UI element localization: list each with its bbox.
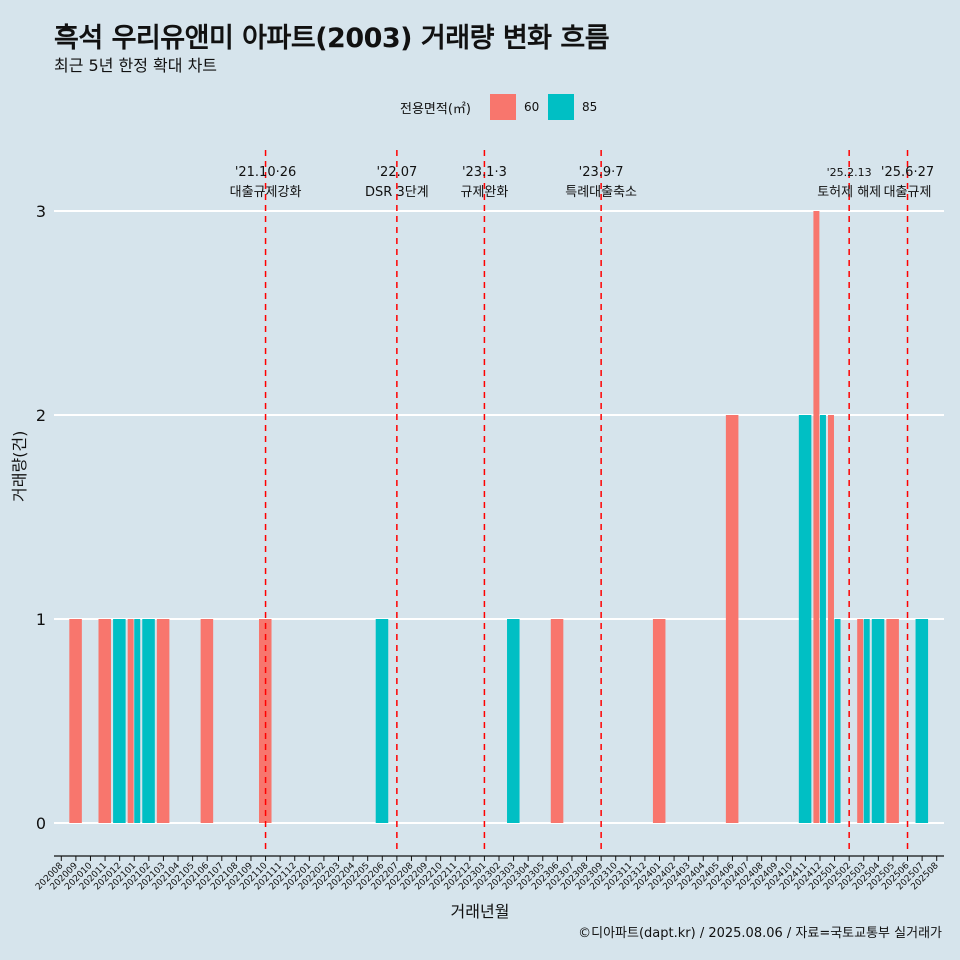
bar-60-202011 — [98, 619, 112, 823]
event-label: 규제완화 — [460, 185, 508, 200]
legend-label-60: 60 — [524, 100, 540, 114]
event-date-label: '25.6·27 — [881, 165, 934, 180]
bar-85-202507 — [915, 619, 929, 823]
bar-85-202101 — [134, 619, 141, 823]
event-label: 토허제 해제 — [817, 185, 881, 200]
bar-60-202412 — [813, 211, 820, 823]
bar-60-202505 — [886, 619, 899, 823]
bar-85-202503 — [863, 619, 870, 823]
event-date-label: '21.10·26 — [235, 165, 296, 180]
bar-60-202110 — [258, 619, 272, 823]
bar-60-202009 — [69, 619, 82, 823]
bar-85-202012 — [113, 619, 126, 823]
event-date-label: '23.9·7 — [579, 165, 624, 180]
bar-85-202206 — [375, 619, 389, 823]
bar-85-202102 — [142, 619, 155, 823]
bar-85-202303 — [507, 619, 520, 823]
bar-85-202504 — [871, 619, 885, 823]
bar-60-202406 — [725, 415, 739, 823]
y-tick-label: 3 — [36, 202, 46, 221]
bar-60-202306 — [550, 619, 564, 823]
event-date-label: '25.2.13 — [827, 166, 872, 179]
bar-60-202503 — [857, 619, 864, 823]
event-date-label: '23.1·3 — [462, 165, 507, 180]
bar-60-202401 — [652, 619, 666, 823]
bar-60-202106 — [200, 619, 214, 823]
legend-swatch-85 — [548, 94, 574, 120]
event-label: 대출규제 — [884, 185, 932, 200]
chart-subtitle: 최근 5년 한정 확대 차트 — [54, 56, 218, 75]
legend-swatch-60 — [490, 94, 516, 120]
event-label: 특례대출축소 — [565, 185, 637, 200]
y-tick-label: 1 — [36, 610, 46, 629]
event-label: DSR 3단계 — [365, 185, 429, 200]
chart-title: 흑석 우리유앤미 아파트(2003) 거래량 변화 흐름 — [54, 23, 610, 54]
bar-85-202411 — [798, 415, 812, 823]
event-label: 대출규제강화 — [230, 185, 302, 200]
source-caption: ©디아파트(dapt.kr) / 2025.08.06 / 자료=국토교통부 실… — [578, 926, 942, 941]
event-date-label: '22.07 — [376, 165, 417, 180]
bar-60-202103 — [156, 619, 170, 823]
legend: 전용면적(㎡) 60 85 — [0, 94, 960, 120]
y-axis-title: 거래량(건) — [10, 430, 29, 502]
legend-label-85: 85 — [582, 100, 598, 114]
x-axis-title: 거래년월 — [450, 902, 510, 921]
bar-85-202501 — [834, 619, 841, 823]
y-tick-label: 0 — [36, 814, 46, 833]
y-tick-label: 2 — [36, 406, 46, 425]
bar-60-202101 — [127, 619, 134, 823]
legend-title: 전용면적(㎡) — [400, 102, 471, 117]
bar-60-202501 — [828, 415, 834, 823]
bar-85-202412 — [819, 415, 826, 823]
